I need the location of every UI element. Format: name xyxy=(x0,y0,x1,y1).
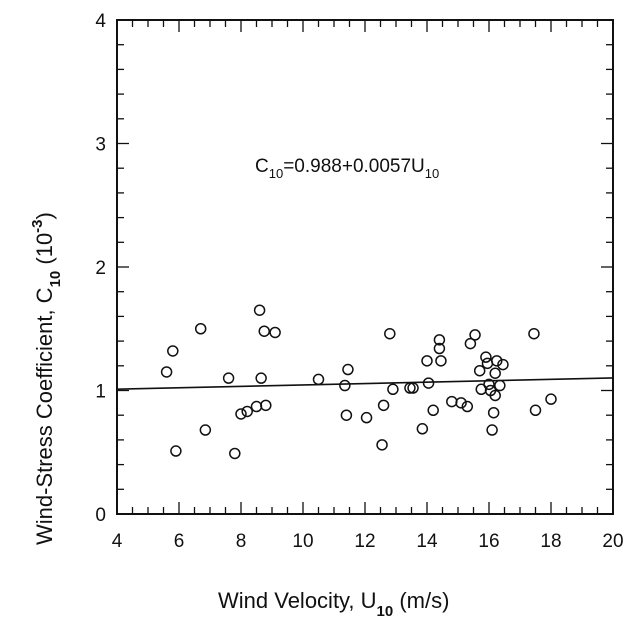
data-point xyxy=(461,400,474,413)
data-point xyxy=(339,379,351,392)
data-point xyxy=(160,366,173,378)
y-axis-title-main: Wind-Stress Coefficient, C xyxy=(32,287,57,545)
x-tick-label: 18 xyxy=(540,531,561,552)
data-point xyxy=(407,382,419,394)
data-point xyxy=(455,397,467,409)
data-point xyxy=(433,334,446,346)
data-point xyxy=(269,326,281,339)
data-point xyxy=(489,367,501,379)
data-point xyxy=(260,399,272,412)
axis-ticks xyxy=(116,19,614,515)
data-point xyxy=(464,337,477,350)
data-point xyxy=(170,445,182,457)
fit-equation-sub: 10 xyxy=(269,166,283,181)
x-tick-label: 8 xyxy=(236,531,247,552)
data-point xyxy=(489,389,501,402)
data-point xyxy=(473,364,486,377)
x-tick-label: 6 xyxy=(174,531,185,552)
data-point xyxy=(491,355,503,367)
data-point xyxy=(387,383,399,396)
data-point xyxy=(194,323,207,335)
data-point xyxy=(241,405,253,418)
x-tick-label: 12 xyxy=(354,531,375,552)
y-axis-title-sup: -3 xyxy=(29,219,46,232)
x-axis-title: Wind Velocity, U10 (m/s) xyxy=(218,588,449,620)
fit-line xyxy=(116,377,614,390)
data-point xyxy=(377,399,390,412)
data-points xyxy=(160,304,557,460)
data-point xyxy=(229,447,241,460)
x-tick-label: 16 xyxy=(478,531,499,552)
data-point xyxy=(545,393,557,405)
data-point xyxy=(404,382,416,394)
x-tick-label: 20 xyxy=(602,531,623,552)
data-point xyxy=(258,325,270,337)
y-axis-title-sub: 10 xyxy=(47,271,64,288)
data-point xyxy=(483,378,495,391)
data-point xyxy=(376,439,388,451)
data-point xyxy=(435,355,447,367)
x-axis-title-main: Wind Velocity, U xyxy=(218,588,377,613)
data-point xyxy=(235,408,247,420)
data-point xyxy=(427,404,439,417)
x-tick-label: 14 xyxy=(416,531,438,552)
data-point xyxy=(486,424,498,436)
data-point xyxy=(342,363,354,376)
y-tick-label: 2 xyxy=(95,258,106,279)
data-point xyxy=(340,409,353,421)
fit-equation-sub2: 10 xyxy=(425,166,439,181)
fit-equation-rest: =0.988+0.0057U xyxy=(283,156,425,177)
data-point xyxy=(360,411,373,424)
data-point xyxy=(497,358,509,371)
data-point xyxy=(528,327,540,340)
fit-equation: C10=0.988+0.0057U10 xyxy=(255,156,439,181)
data-point xyxy=(222,372,235,384)
data-point xyxy=(529,404,542,417)
data-point xyxy=(255,372,267,384)
data-point xyxy=(446,395,458,408)
fit-equation-main: C xyxy=(255,156,269,177)
data-point xyxy=(487,406,500,419)
y-axis-title-mid: (10 xyxy=(32,233,57,271)
x-axis-title-sub: 10 xyxy=(377,603,394,620)
data-point xyxy=(416,423,429,435)
y-tick-label: 3 xyxy=(95,135,106,156)
data-point xyxy=(422,377,435,389)
data-point xyxy=(421,355,433,367)
plot-frame xyxy=(116,19,614,515)
y-tick-label: 1 xyxy=(95,382,106,403)
data-point xyxy=(480,351,492,363)
y-axis-title: Wind-Stress Coefficient, C10 (10-3) xyxy=(29,212,64,545)
y-axis-title-end: ) xyxy=(32,212,57,219)
data-point xyxy=(481,357,494,370)
data-point xyxy=(494,379,506,392)
x-tick-label: 4 xyxy=(112,531,123,552)
data-point xyxy=(312,373,325,386)
x-tick-label: 10 xyxy=(292,531,313,552)
data-point xyxy=(384,327,396,340)
data-point xyxy=(433,342,446,355)
data-point xyxy=(250,400,263,413)
x-axis-title-unit: (m/s) xyxy=(393,588,449,613)
y-tick-label: 0 xyxy=(95,505,106,526)
data-point xyxy=(199,424,212,436)
data-point xyxy=(469,329,481,341)
data-point xyxy=(253,304,266,316)
data-point xyxy=(167,345,179,357)
y-tick-label: 4 xyxy=(95,11,106,32)
